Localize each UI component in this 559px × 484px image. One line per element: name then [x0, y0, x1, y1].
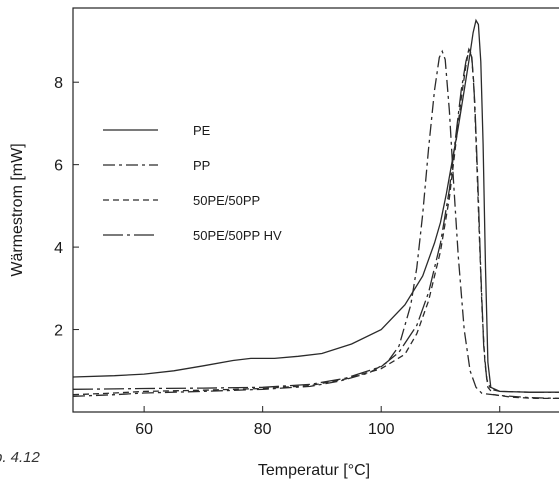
series-line-1	[73, 49, 559, 400]
y-axis-title: Wärmestrom [mW]	[9, 143, 26, 276]
x-tick-label-0: 60	[135, 421, 153, 438]
series-layer	[73, 18, 559, 400]
series-line-2	[73, 47, 559, 400]
y-tick-label-3: 8	[54, 75, 63, 92]
x-axis-title: Temperatur [°C]	[258, 462, 370, 479]
plot-frame	[72, 7, 559, 413]
y-tick-label-0: 2	[54, 323, 63, 340]
legend-label-0: PE	[193, 123, 211, 138]
legend-label-2: 50PE/50PP	[193, 193, 260, 208]
series-line-0	[73, 18, 559, 393]
x-tick-label-3: 120	[486, 421, 513, 438]
figure-caption: b. 4.12	[0, 449, 40, 466]
ticks-layer: 60 80 100 120 2 4 6 8	[54, 75, 513, 438]
x-tick-label-2: 100	[368, 421, 395, 438]
x-tick-label-1: 80	[254, 421, 272, 438]
y-tick-label-2: 6	[54, 158, 63, 175]
series-line-3	[73, 46, 559, 393]
y-tick-label-1: 4	[54, 240, 63, 257]
legend-label-1: PP	[193, 158, 210, 173]
legend: PE PP 50PE/50PP 50PE/50PP HV	[103, 123, 282, 243]
legend-label-3: 50PE/50PP HV	[193, 228, 282, 243]
